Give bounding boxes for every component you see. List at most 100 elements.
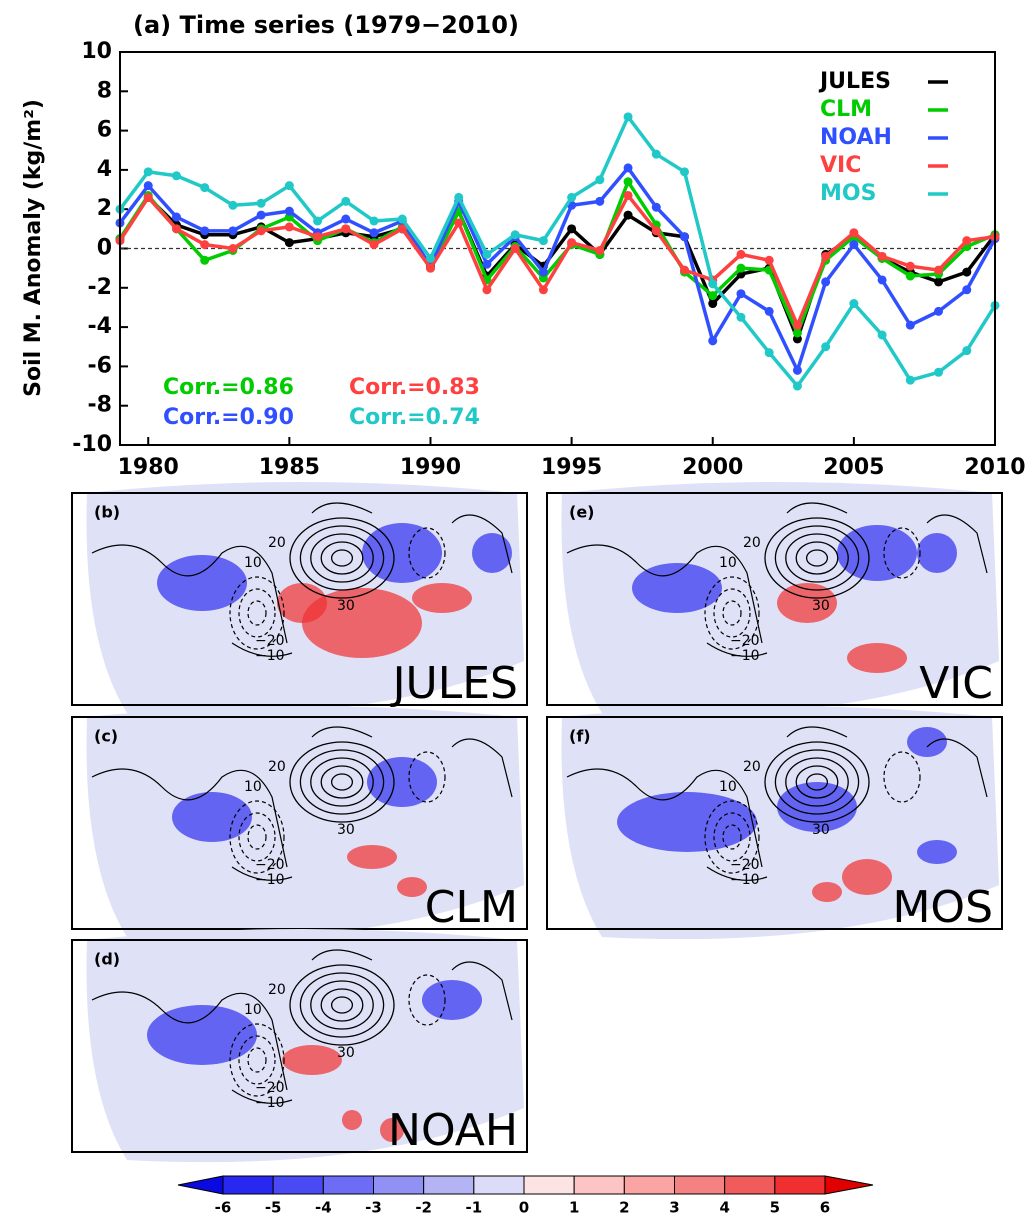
colorbar-tick-label: 6	[820, 1199, 830, 1217]
positive-anomaly	[812, 882, 842, 902]
point-marker	[200, 255, 210, 265]
point-marker	[877, 330, 887, 340]
contour-dashed	[883, 751, 921, 803]
contour	[330, 773, 354, 791]
negative-anomaly	[367, 757, 437, 807]
panel-label: (f)	[569, 727, 591, 746]
point-marker	[313, 232, 323, 242]
contour	[310, 533, 374, 583]
coastline	[566, 726, 988, 881]
contour	[774, 525, 860, 591]
contour-label: −20	[255, 633, 285, 649]
annotation: Corr.=0.83	[349, 375, 480, 400]
contour	[764, 517, 870, 599]
y-tick-label: 0	[97, 236, 112, 261]
map-panel: 20 10 30 −20−10 (c) CLM	[71, 706, 528, 940]
contour-label: 20	[268, 535, 286, 551]
series-line	[118, 115, 997, 388]
contour-label: 10	[244, 779, 262, 795]
point-marker	[369, 228, 379, 238]
point-marker	[905, 271, 915, 281]
point-marker	[934, 306, 944, 316]
panel-frame	[546, 492, 1003, 706]
positive-anomaly	[847, 643, 907, 673]
negative-anomaly	[632, 563, 722, 613]
positive-anomaly	[412, 583, 472, 613]
contour	[310, 980, 374, 1030]
contour-label: −10	[730, 648, 760, 664]
legend-label: CLM	[820, 97, 872, 122]
contour-dashed	[238, 1035, 276, 1085]
x-tick-label: 2010	[964, 455, 1025, 480]
point-marker	[369, 216, 379, 226]
contour-dashed	[247, 1047, 267, 1073]
annotation: Corr.=0.90	[163, 405, 294, 430]
map-panel: 20 10 30 −20−10 (e) VIC	[546, 482, 1003, 716]
colorbar-extend-low	[177, 1175, 224, 1195]
point-marker	[792, 320, 802, 330]
negative-anomaly	[422, 980, 482, 1020]
point-marker	[623, 112, 633, 122]
contour-dashed	[713, 812, 751, 862]
y-tick-label: -4	[88, 314, 112, 339]
point-marker	[764, 348, 774, 358]
colorbar-tick-label: -1	[465, 1199, 482, 1217]
contour	[764, 741, 870, 823]
contour-label: −10	[255, 648, 285, 664]
point-marker	[171, 171, 181, 181]
contour	[805, 549, 829, 567]
point-marker	[284, 238, 294, 248]
point-marker	[905, 320, 915, 330]
legend-label: MOS	[820, 181, 876, 206]
map-panel: 20 10 30 −20−10 (d) NOAH	[71, 929, 528, 1163]
positive-anomaly	[277, 583, 327, 623]
contour-dashed	[713, 588, 751, 638]
annotation: Corr.=0.74	[349, 405, 480, 430]
point-marker	[708, 279, 718, 289]
contour-dashed	[229, 1023, 285, 1097]
point-marker	[934, 265, 944, 275]
contour-label: 20	[268, 982, 286, 998]
panel-label: (d)	[94, 950, 120, 969]
colorbar-tick-label: 1	[569, 1199, 579, 1217]
point-marker	[821, 277, 831, 287]
x-tick-label: 1990	[400, 455, 461, 480]
point-marker	[143, 181, 153, 191]
contour	[330, 996, 354, 1014]
contour-label: 20	[743, 759, 761, 775]
y-tick-label: -8	[88, 393, 112, 418]
point-marker	[623, 210, 633, 220]
panel-frame	[71, 716, 528, 930]
legend-label: JULES	[818, 69, 891, 94]
contour	[289, 741, 395, 823]
point-marker	[595, 175, 605, 185]
contour	[320, 988, 364, 1022]
point-marker	[651, 226, 661, 236]
colorbar-tick-label: 4	[719, 1199, 729, 1217]
contour-dashed	[722, 824, 742, 850]
point-marker	[171, 224, 181, 234]
point-marker	[256, 198, 266, 208]
point-marker	[736, 289, 746, 299]
point-marker	[962, 346, 972, 356]
coastline	[91, 949, 513, 1104]
contour	[795, 765, 839, 799]
x-tick-label: 2005	[823, 455, 884, 480]
model-name: NOAH	[388, 1105, 518, 1156]
contour-label: 30	[337, 822, 355, 838]
annotation: Corr.=0.86	[163, 375, 294, 400]
point-marker	[171, 212, 181, 222]
point-marker	[905, 375, 915, 385]
positive-anomaly	[842, 859, 892, 895]
y-tick-label: 4	[97, 157, 112, 182]
point-marker	[341, 224, 351, 234]
contour-dashed	[883, 527, 921, 579]
contour	[320, 765, 364, 799]
contour-label: −20	[255, 857, 285, 873]
contour-label: −10	[255, 872, 285, 888]
contour	[299, 749, 385, 815]
negative-anomaly	[917, 840, 957, 864]
series-line	[118, 193, 996, 327]
colorbar-box	[473, 1175, 525, 1195]
